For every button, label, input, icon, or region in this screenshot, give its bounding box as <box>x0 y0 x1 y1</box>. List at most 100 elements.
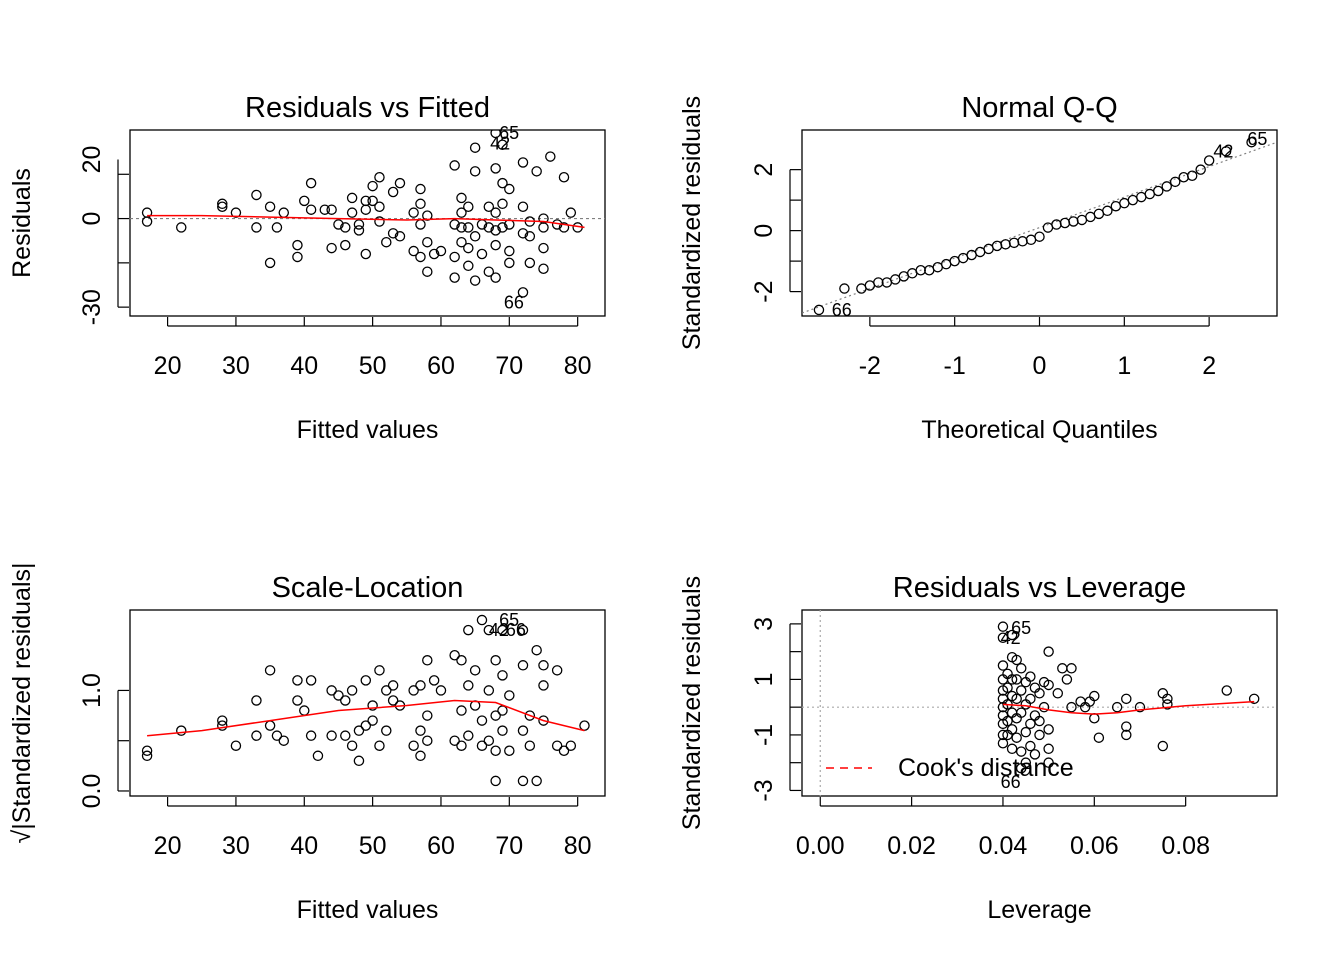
data-point <box>408 685 419 696</box>
data-point <box>497 725 508 736</box>
data-point <box>1000 239 1011 250</box>
data-point <box>381 685 392 696</box>
y-axis-label: Standardized residuals <box>678 96 706 350</box>
data-point <box>367 715 378 726</box>
data-point <box>278 735 290 746</box>
data-point <box>907 268 918 279</box>
data-point <box>1029 749 1041 760</box>
data-point <box>538 213 549 224</box>
data-point <box>292 239 303 251</box>
data-point <box>1025 718 1036 730</box>
data-point <box>497 222 508 233</box>
x-tick-label: 40 <box>290 352 318 380</box>
data-point <box>381 236 392 248</box>
data-point <box>1178 172 1189 183</box>
data-point <box>517 228 529 239</box>
x-tick-label: 40 <box>290 832 318 860</box>
data-point <box>476 614 488 626</box>
data-point <box>381 725 392 736</box>
data-point <box>1121 729 1132 741</box>
data-point <box>1221 685 1233 696</box>
y-tick-label: 1 <box>750 672 778 686</box>
data-point <box>469 166 481 177</box>
data-point <box>428 675 440 686</box>
data-point <box>1034 231 1045 242</box>
data-point <box>326 242 337 254</box>
plot-frame <box>129 609 606 797</box>
data-point <box>517 725 529 736</box>
data-point <box>394 231 406 242</box>
data-point <box>1059 217 1071 229</box>
data-point <box>1043 743 1054 755</box>
data-point <box>898 271 910 282</box>
data-point <box>1015 685 1027 696</box>
data-point <box>292 251 303 263</box>
data-point <box>1008 237 1020 249</box>
data-point <box>1203 155 1215 166</box>
point-label: 65 <box>1247 129 1267 149</box>
data-point <box>415 198 426 210</box>
data-point <box>374 665 385 676</box>
data-point <box>1248 693 1260 705</box>
data-point <box>483 685 495 696</box>
data-point <box>217 715 228 726</box>
data-point <box>463 624 474 636</box>
plot-frame <box>801 129 1278 317</box>
data-point <box>538 715 549 726</box>
data-point <box>476 248 488 260</box>
point-label: 66 <box>1001 772 1021 792</box>
data-point <box>230 207 242 218</box>
point-label: 66 <box>506 620 526 640</box>
data-point <box>524 740 536 751</box>
data-point <box>1161 181 1172 192</box>
data-point <box>415 680 426 691</box>
data-point <box>1061 674 1073 685</box>
data-point <box>264 201 276 213</box>
data-point <box>387 228 399 239</box>
data-point <box>141 216 153 227</box>
y-tick-label: 0 <box>750 224 778 238</box>
data-point <box>422 735 433 746</box>
data-point <box>422 210 433 221</box>
data-point <box>490 775 501 787</box>
x-tick-label: -2 <box>859 352 881 380</box>
x-tick-label: 0.00 <box>796 832 845 860</box>
data-point <box>1025 740 1036 752</box>
data-point <box>360 195 372 207</box>
data-point <box>497 177 508 189</box>
data-point <box>449 219 460 230</box>
x-axis-label: Fitted values <box>297 416 439 444</box>
data-point <box>1068 216 1079 227</box>
data-point <box>483 624 495 636</box>
data-point <box>1006 674 1018 685</box>
data-point <box>408 207 419 218</box>
data-point <box>1119 197 1130 209</box>
data-point <box>340 730 351 741</box>
data-point <box>483 201 495 213</box>
data-point <box>264 665 276 676</box>
x-tick-label: -1 <box>944 352 966 380</box>
data-point <box>230 740 242 751</box>
data-point <box>463 222 474 233</box>
point-label: 42 <box>490 133 510 153</box>
data-point <box>1076 214 1088 226</box>
panel-2: Normal Q-Q Theoretical Quantiles Standardi… <box>678 92 1278 444</box>
chart-title: Scale-Location <box>272 572 464 604</box>
data-point <box>360 204 372 215</box>
data-point <box>490 163 501 174</box>
data-point <box>524 231 536 242</box>
data-point <box>374 216 385 227</box>
data-point <box>490 239 501 251</box>
legend-label: Cook's distance <box>898 754 1074 782</box>
data-point <box>1127 194 1139 206</box>
data-point <box>292 675 303 686</box>
data-point <box>558 745 570 757</box>
chart-title: Residuals vs Leverage <box>893 572 1186 604</box>
data-point <box>415 725 426 736</box>
data-layer <box>802 610 1277 796</box>
data-point <box>504 245 515 257</box>
data-point <box>538 242 549 254</box>
data-point <box>517 660 529 671</box>
data-point <box>1102 205 1113 217</box>
data-point <box>545 151 556 162</box>
